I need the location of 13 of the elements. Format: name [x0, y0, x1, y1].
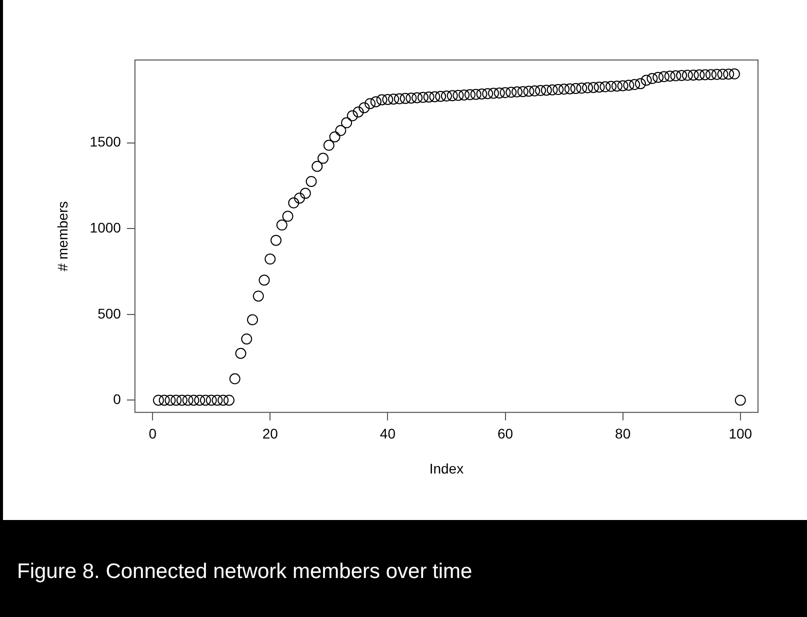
caption: Figure 8. Connected network members over time	[3, 520, 807, 617]
x-tick-label: 80	[615, 426, 631, 442]
y-tick-label: 500	[98, 305, 122, 322]
x-tick-label: 100	[728, 426, 752, 442]
y-axis-title: # members	[54, 201, 70, 272]
y-tick-label: 1000	[90, 220, 122, 236]
x-axis-title: Index	[429, 460, 464, 476]
x-tick-label: 20	[262, 426, 278, 442]
x-tick-label: 60	[497, 426, 514, 442]
y-tick-label: 1500	[90, 134, 122, 150]
y-tick-label: 0	[113, 391, 122, 408]
x-tick-label: 0	[148, 426, 157, 442]
x-tick-label: 40	[380, 426, 396, 442]
